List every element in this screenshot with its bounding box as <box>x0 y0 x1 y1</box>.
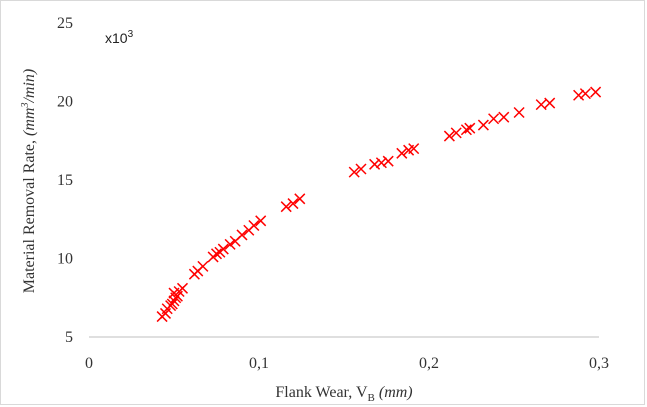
data-point-marker <box>382 155 394 167</box>
data-points <box>156 86 602 323</box>
x-tick-label: 0,2 <box>419 355 439 372</box>
y-tick-label: 25 <box>57 15 73 32</box>
data-point-marker <box>348 166 360 178</box>
y-tick-labels: 5 10 15 20 25 <box>57 15 73 346</box>
y-multiplier-label: x103 <box>105 29 134 46</box>
data-point-marker <box>369 158 381 170</box>
data-point-marker <box>408 143 420 155</box>
data-point-marker <box>168 295 180 307</box>
data-point-marker <box>396 147 408 159</box>
data-point-marker <box>375 157 387 169</box>
data-point-marker <box>590 86 602 98</box>
y-axis-title: Material Removal Rate, (mm3/min) <box>20 69 38 294</box>
y-tick-label: 20 <box>57 94 73 111</box>
data-point-marker <box>579 88 591 100</box>
data-point-marker <box>176 282 189 294</box>
x-tick-label: 0 <box>85 355 93 372</box>
data-point-marker <box>255 215 267 227</box>
data-point-marker <box>498 111 510 123</box>
data-point-marker <box>224 238 236 250</box>
data-point-marker <box>197 260 209 272</box>
data-point-marker <box>488 113 500 125</box>
data-point-marker <box>464 122 476 134</box>
data-point-marker <box>450 127 462 139</box>
data-point-marker <box>355 163 367 175</box>
data-point-marker <box>477 119 489 131</box>
data-point-marker <box>513 106 525 119</box>
data-point-marker <box>573 89 585 101</box>
data-point-marker <box>280 201 292 213</box>
x-tick-labels: 0 0,1 0,2 0,3 <box>85 355 609 372</box>
data-point-marker <box>294 193 306 205</box>
data-point-marker <box>248 219 260 232</box>
data-point-marker <box>236 229 248 241</box>
x-tick-label: 0,3 <box>589 355 609 372</box>
data-point-marker <box>544 97 556 109</box>
y-tick-label: 10 <box>57 251 73 268</box>
y-tick-label: 5 <box>65 329 73 346</box>
data-point-marker <box>535 99 547 111</box>
data-point-marker <box>443 130 455 142</box>
data-point-marker <box>210 248 223 260</box>
y-tick-label: 15 <box>57 172 73 189</box>
data-point-marker <box>460 124 472 136</box>
x-axis-title: Flank Wear, VB (mm) <box>275 384 412 404</box>
data-point-marker <box>166 298 178 310</box>
data-point-marker <box>287 198 299 210</box>
x-tick-label: 0,1 <box>249 355 269 372</box>
data-point-marker <box>217 243 229 255</box>
